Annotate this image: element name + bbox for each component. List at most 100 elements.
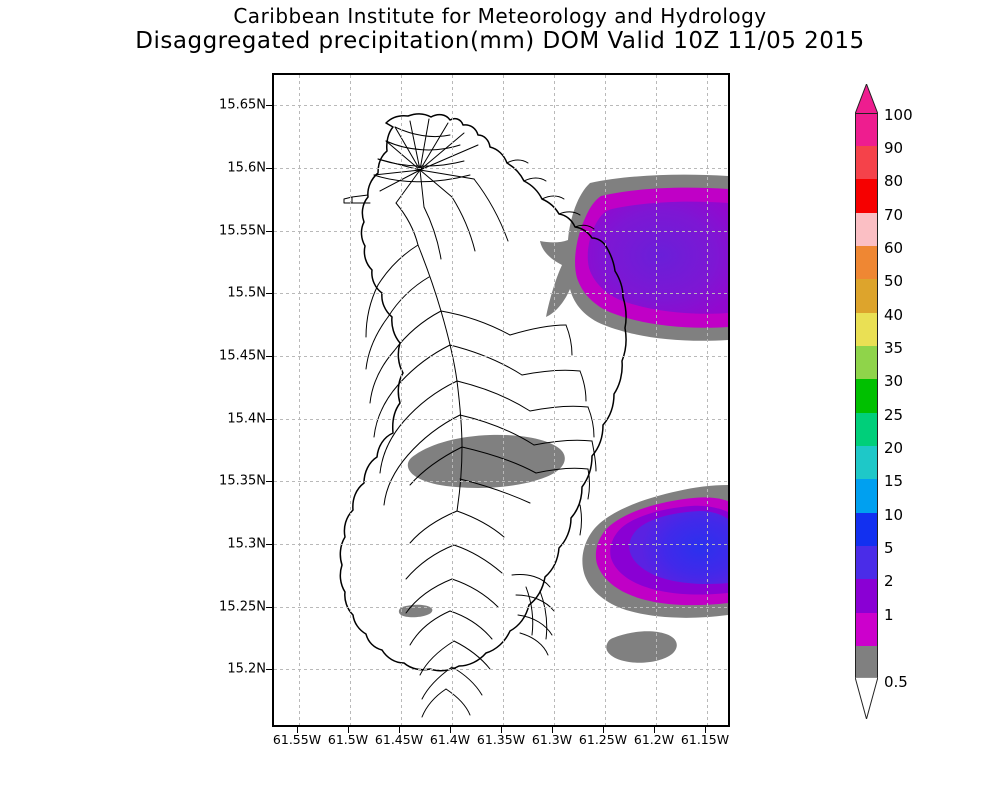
gridline-vertical: [401, 75, 402, 725]
colorbar-tick-25: 25: [884, 406, 904, 424]
y-tick-mark: [266, 481, 272, 482]
gridline-horizontal: [274, 607, 728, 608]
dominica-coastline: [339, 113, 627, 672]
x-tick-mark: [501, 727, 502, 733]
y-tick-mark: [266, 168, 272, 169]
colorbar-segment-1[interactable]: [855, 613, 878, 646]
colorbar-under-arrow: [855, 677, 878, 719]
colorbar-segment-35[interactable]: [855, 346, 878, 379]
y-tick-mark: [266, 105, 272, 106]
y-tick-mark: [266, 419, 272, 420]
gridline-horizontal: [274, 105, 728, 106]
gridline-vertical: [707, 75, 708, 725]
colorbar-segment-15[interactable]: [855, 479, 878, 513]
colorbar-tick-35: 35: [884, 339, 904, 357]
x-tick-mark: [399, 727, 400, 733]
map-canvas: [274, 75, 728, 725]
colorbar-tick-0p5: 0.5: [884, 673, 908, 691]
y-tick-label: 15.45N: [219, 348, 266, 364]
gridline-horizontal: [274, 419, 728, 420]
colorbar-segment-40[interactable]: [855, 313, 878, 346]
gridline-vertical: [350, 75, 351, 725]
colorbar-tick-40: 40: [884, 306, 904, 324]
x-tick-label: 61.4W: [429, 732, 471, 747]
southeast-rain-band: [582, 485, 728, 618]
south-offshore-patch: [606, 631, 677, 663]
ne-band-2: [587, 201, 728, 314]
gridline-vertical: [299, 75, 300, 725]
institute-title: Caribbean Institute for Meteorology and …: [233, 4, 767, 28]
gridline-horizontal: [274, 168, 728, 169]
colorbar-body[interactable]: [855, 113, 878, 678]
y-tick-label: 15.2N: [227, 661, 266, 677]
y-tick-label: 15.65N: [219, 97, 266, 113]
colorbar-segment-5[interactable]: [855, 546, 878, 579]
colorbar-tick-2: 2: [884, 572, 894, 590]
x-tick-label: 61.45W: [374, 732, 424, 747]
colorbar-segment-90[interactable]: [855, 146, 878, 179]
y-tick-label: 15.25N: [219, 599, 266, 615]
colorbar-tick-50: 50: [884, 272, 904, 290]
colorbar-segment-60[interactable]: [855, 246, 878, 279]
colorbar-segment-30[interactable]: [855, 379, 878, 413]
x-tick-mark: [705, 727, 706, 733]
x-tick-mark: [654, 727, 655, 733]
gridline-vertical: [656, 75, 657, 725]
watershed-river-network: [343, 118, 597, 718]
gridline-vertical: [503, 75, 504, 725]
colorbar-tick-60: 60: [884, 239, 904, 257]
y-tick-label: 15.35N: [219, 473, 266, 489]
y-tick-mark: [266, 607, 272, 608]
gridline-horizontal: [274, 481, 728, 482]
y-tick-label: 15.6N: [227, 160, 266, 176]
colorbar-tick-100: 100: [884, 106, 913, 124]
colorbar-tick-1: 1: [884, 606, 894, 624]
y-tick-mark: [266, 544, 272, 545]
x-tick-label: 61.3W: [531, 732, 573, 747]
colorbar-segment-0p5[interactable]: [855, 646, 878, 678]
colorbar-segment-20[interactable]: [855, 446, 878, 479]
colorbar-tick-5: 5: [884, 539, 894, 557]
x-tick-mark: [297, 727, 298, 733]
gridline-vertical: [452, 75, 453, 725]
colorbar-segment-70[interactable]: [855, 213, 878, 246]
y-tick-mark: [266, 669, 272, 670]
colorbar-over-arrow: [855, 84, 878, 114]
colorbar-segment-80[interactable]: [855, 179, 878, 213]
colorbar-tick-20: 20: [884, 439, 904, 457]
x-tick-mark: [348, 727, 349, 733]
central-trace-patch: [407, 434, 565, 488]
x-tick-label: 61.25W: [578, 732, 628, 747]
page-title: Disaggregated precipitation(mm) DOM Vali…: [135, 28, 865, 54]
x-tick-label: 61.35W: [476, 732, 526, 747]
y-tick-label: 15.3N: [227, 536, 266, 552]
colorbar-segment-10[interactable]: [855, 513, 878, 546]
gridline-vertical: [554, 75, 555, 725]
colorbar-segment-2[interactable]: [855, 579, 878, 613]
gridline-horizontal: [274, 669, 728, 670]
y-tick-label: 15.5N: [227, 285, 266, 301]
precipitation-map-svg: [339, 113, 728, 718]
y-tick-mark: [266, 356, 272, 357]
colorbar-segment-50[interactable]: [855, 279, 878, 313]
colorbar-segment-25[interactable]: [855, 413, 878, 446]
gridline-horizontal: [274, 544, 728, 545]
title-block: Caribbean Institute for Meteorology and …: [0, 4, 1000, 55]
colorbar-tick-15: 15: [884, 472, 904, 490]
x-tick-label: 61.2W: [633, 732, 675, 747]
gridline-vertical: [605, 75, 606, 725]
x-tick-label: 61.5W: [327, 732, 369, 747]
x-tick-label: 61.55W: [272, 732, 322, 747]
gridline-horizontal: [274, 293, 728, 294]
y-tick-mark: [266, 293, 272, 294]
colorbar-tick-30: 30: [884, 372, 904, 390]
colorbar-tick-90: 90: [884, 139, 904, 157]
x-tick-mark: [552, 727, 553, 733]
x-tick-mark: [603, 727, 604, 733]
colorbar-segment-100[interactable]: [855, 113, 878, 146]
gridline-horizontal: [274, 231, 728, 232]
colorbar-tick-80: 80: [884, 172, 904, 190]
y-tick-label: 15.4N: [227, 411, 266, 427]
colorbar-tick-10: 10: [884, 506, 904, 524]
map-plot-area[interactable]: [272, 73, 730, 727]
